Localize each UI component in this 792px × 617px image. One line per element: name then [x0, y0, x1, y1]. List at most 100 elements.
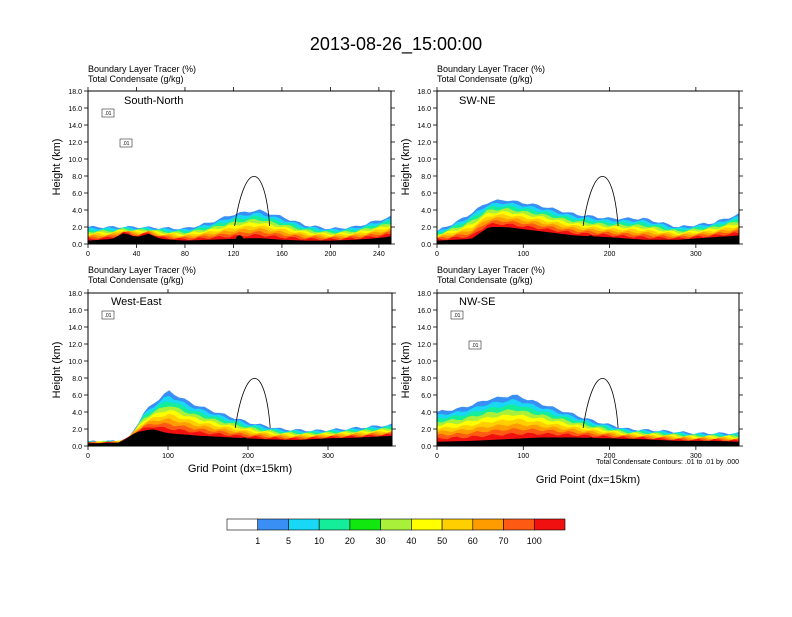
y-tick-label: 14.0 [68, 325, 82, 332]
y-tick-label: 10.0 [68, 359, 82, 366]
plot-frame [87, 90, 392, 245]
terrain-fill [88, 429, 392, 446]
contour-label-box [468, 340, 482, 350]
condensate-contour [582, 378, 619, 429]
y-tick-label: 4.0 [421, 410, 431, 417]
panel-title-line1: Boundary Layer Tracer (%) [88, 64, 196, 74]
y-tick-label: 16.0 [68, 106, 82, 113]
y-tick-label: 4.0 [421, 208, 431, 215]
colorbar-swatch-1 [257, 518, 289, 531]
y-tick-label: 12.0 [417, 140, 431, 147]
x-tick-label: 300 [690, 453, 702, 460]
y-axis-label: Height (km) [400, 342, 412, 399]
panel-west-east: Boundary Layer Tracer (%) Total Condensa… [51, 265, 396, 475]
y-tick-label: 10.0 [417, 359, 431, 366]
y-axis-label: Height (km) [51, 342, 63, 399]
panel-title-line2: Total Condensate (g/kg) [437, 275, 533, 285]
plot-frame [436, 292, 740, 447]
y-tick-label: 16.0 [417, 106, 431, 113]
plot-frame [436, 90, 740, 245]
x-tick-label: 100 [517, 453, 529, 460]
y-tick-label: 10.0 [417, 157, 431, 164]
panel-name-label: South-North [124, 95, 183, 107]
y-tick-label: 6.0 [72, 191, 82, 198]
contour-note: Total Condensate Contours: .01 to .01 by… [596, 459, 739, 466]
x-tick-label: 200 [325, 251, 337, 258]
y-tick-label: 12.0 [68, 140, 82, 147]
colorbar-swatch-8 [472, 518, 504, 531]
plot-area: 0.0 2.0 4.0 6.0 8.0 10.0 12.0 14.0 16.0 18.0 0 40 80… [68, 87, 395, 258]
contour-label-box [101, 310, 115, 320]
tracer-field [88, 378, 392, 446]
colorbar-swatch-3 [318, 518, 351, 531]
terrain-fill [437, 227, 739, 244]
contour-label-box [119, 138, 133, 148]
tracer-field [437, 378, 739, 446]
panel-south-north: Boundary Layer Tracer (%) Total Condensa… [51, 64, 395, 258]
condensate-contour [582, 176, 619, 227]
x-tick-label: 0 [435, 453, 439, 460]
y-axis-label: Height (km) [51, 139, 63, 196]
y-axis-label: Height (km) [400, 139, 412, 196]
y-tick-label: 18.0 [417, 291, 431, 298]
contour-label-box [101, 108, 115, 118]
contour-label: .01 [105, 313, 112, 319]
y-tick-label: 16.0 [417, 308, 431, 315]
y-tick-label: 0.0 [72, 242, 82, 249]
x-tick-label: 200 [604, 453, 616, 460]
contour-label: .01 [454, 313, 461, 319]
y-tick-label: 12.0 [68, 342, 82, 349]
colorbar-label: 100 [527, 536, 542, 546]
colorbar-swatch-0 [226, 518, 259, 531]
plot-area: 0.0 2.0 4.0 6.0 8.0 10.0 12.0 14.0 16.0 18.0 0 100 2… [417, 289, 743, 460]
colorbar-swatch-9 [503, 518, 535, 531]
y-tick-label: 2.0 [421, 225, 431, 232]
x-tick-label: 200 [604, 251, 616, 258]
panel-title-line2: Total Condensate (g/kg) [437, 74, 533, 84]
tracer-field [88, 176, 391, 244]
panel-title-line1: Boundary Layer Tracer (%) [437, 265, 545, 275]
colorbar: 1 5 10 20 30 40 50 60 70 100 [226, 518, 566, 546]
colorbar-label: 30 [376, 536, 386, 546]
condensate-contour [234, 176, 271, 227]
x-tick-label: 300 [322, 453, 334, 460]
contour-label-box [450, 310, 464, 320]
location-marker [236, 235, 243, 243]
condensate-contour [234, 378, 271, 429]
y-tick-label: 0.0 [421, 444, 431, 451]
location-marker [587, 235, 595, 243]
panel-nw-se: Boundary Layer Tracer (%) Total Condensa… [400, 265, 743, 486]
panel-title-line2: Total Condensate (g/kg) [88, 275, 184, 285]
y-tick-label: 10.0 [68, 157, 82, 164]
x-tick-label: 80 [181, 251, 189, 258]
panel-title-line1: Boundary Layer Tracer (%) [437, 64, 545, 74]
panel-name-label: SW-NE [459, 95, 495, 107]
contour-label: .01 [123, 141, 130, 147]
x-tick-label: 100 [517, 251, 529, 258]
y-tick-label: 18.0 [417, 89, 431, 96]
y-tick-label: 14.0 [417, 325, 431, 332]
colorbar-label: 5 [286, 536, 291, 546]
plot-area: 0.0 2.0 4.0 6.0 8.0 10.0 12.0 14.0 16.0 18.0 0 100 2… [68, 289, 396, 460]
x-tick-label: 0 [435, 251, 439, 258]
x-axis-title: Grid Point (dx=15km) [536, 474, 640, 486]
colorbar-swatch-7 [441, 518, 474, 531]
x-tick-label: 120 [228, 251, 240, 258]
plot-area: 0.0 2.0 4.0 6.0 8.0 10.0 12.0 14.0 16.0 18.0 0 100 2… [417, 87, 743, 258]
y-tick-label: 2.0 [72, 427, 82, 434]
y-tick-label: 6.0 [421, 393, 431, 400]
x-tick-label: 240 [373, 251, 385, 258]
x-tick-label: 0 [86, 251, 90, 258]
y-tick-label: 8.0 [421, 174, 431, 181]
colorbar-swatch-5 [380, 518, 412, 531]
colorbar-label: 70 [499, 536, 509, 546]
colorbar-swatch-10 [533, 518, 566, 531]
y-tick-label: 0.0 [421, 242, 431, 249]
x-axis-title: Grid Point (dx=15km) [188, 463, 292, 475]
panel-name-label: West-East [111, 296, 162, 308]
colorbar-label: 1 [255, 536, 260, 546]
x-tick-label: 40 [133, 251, 141, 258]
panel-title-line2: Total Condensate (g/kg) [88, 74, 184, 84]
panel-name-label: NW-SE [459, 296, 495, 308]
